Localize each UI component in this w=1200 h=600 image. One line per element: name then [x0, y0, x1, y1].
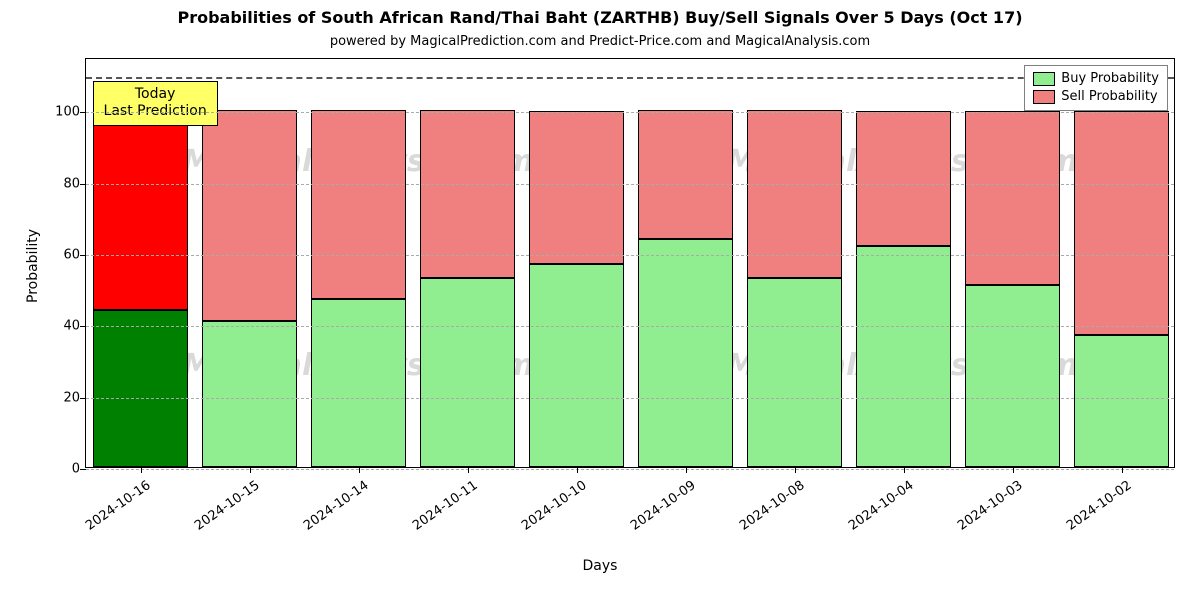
sell-bar: [202, 110, 298, 320]
sell-bar: [1074, 111, 1170, 336]
x-tick-mark: [686, 467, 687, 473]
x-tick-label: 2024-10-02: [1044, 478, 1135, 548]
y-tick-label: 20: [40, 390, 80, 405]
bar-group: [856, 59, 952, 467]
sell-bar: [638, 110, 734, 238]
legend: Buy ProbabilitySell Probability: [1024, 65, 1168, 111]
annotation-line: Today: [104, 86, 207, 104]
y-tick-mark: [80, 326, 86, 327]
x-tick-mark: [359, 467, 360, 473]
sell-bar: [420, 110, 516, 278]
x-tick-label: 2024-10-14: [281, 478, 372, 548]
sell-bar: [856, 111, 952, 246]
bar-group: [529, 59, 625, 467]
x-tick-mark: [250, 467, 251, 473]
x-tick-mark: [795, 467, 796, 473]
buy-bar: [1074, 335, 1170, 467]
x-tick-mark: [141, 467, 142, 473]
y-tick-label: 60: [40, 248, 80, 263]
sell-bar: [311, 110, 407, 299]
y-tick-mark: [80, 112, 86, 113]
bars-container: [86, 59, 1174, 467]
plot-area: MagicalAnalysis.com MagicalAnalysis.com …: [85, 58, 1175, 468]
buy-bar: [529, 264, 625, 467]
sell-bar: [93, 111, 189, 311]
x-tick-label: 2024-10-10: [499, 478, 590, 548]
y-tick-label: 100: [40, 105, 80, 120]
x-tick-label: 2024-10-16: [63, 478, 154, 548]
x-tick-label: 2024-10-15: [172, 478, 263, 548]
x-tick-mark: [904, 467, 905, 473]
legend-label: Sell Probability: [1061, 88, 1157, 106]
bar-group: [747, 59, 843, 467]
y-tick-mark: [80, 255, 86, 256]
x-tick-label: 2024-10-04: [826, 478, 917, 548]
buy-bar: [202, 321, 298, 467]
bar-group: [420, 59, 516, 467]
gridline: [86, 255, 1174, 256]
y-tick-mark: [80, 398, 86, 399]
today-annotation: TodayLast Prediction: [93, 81, 218, 126]
y-tick-label: 80: [40, 176, 80, 191]
y-axis-label: Probability: [25, 229, 41, 303]
y-tick-label: 40: [40, 319, 80, 334]
x-tick-label: 2024-10-03: [935, 478, 1026, 548]
x-tick-mark: [577, 467, 578, 473]
buy-bar: [965, 285, 1061, 467]
gridline: [86, 112, 1174, 113]
legend-item: Buy Probability: [1033, 70, 1159, 88]
bar-group: [311, 59, 407, 467]
buy-bar: [311, 299, 407, 467]
chart-subtitle: powered by MagicalPrediction.com and Pre…: [0, 34, 1200, 49]
buy-bar: [93, 310, 189, 467]
x-tick-label: 2024-10-08: [717, 478, 808, 548]
gridline: [86, 398, 1174, 399]
x-tick-mark: [468, 467, 469, 473]
bar-group: [965, 59, 1061, 467]
legend-swatch: [1033, 90, 1055, 104]
bar-group: [1074, 59, 1170, 467]
x-tick-mark: [1013, 467, 1014, 473]
sell-bar: [965, 111, 1061, 286]
x-axis-label: Days: [0, 558, 1200, 574]
buy-bar: [747, 278, 843, 467]
legend-item: Sell Probability: [1033, 88, 1159, 106]
bar-group: [638, 59, 734, 467]
gridline: [86, 326, 1174, 327]
sell-bar: [529, 111, 625, 264]
buy-bar: [638, 239, 734, 467]
buy-bar: [856, 246, 952, 467]
gridline: [86, 184, 1174, 185]
buy-bar: [420, 278, 516, 467]
x-tick-label: 2024-10-09: [608, 478, 699, 548]
chart-title: Probabilities of South African Rand/Thai…: [0, 8, 1200, 27]
x-tick-mark: [1122, 467, 1123, 473]
y-tick-label: 0: [40, 462, 80, 477]
x-tick-label: 2024-10-11: [390, 478, 481, 548]
legend-label: Buy Probability: [1061, 70, 1159, 88]
y-tick-mark: [80, 184, 86, 185]
sell-bar: [747, 110, 843, 278]
legend-swatch: [1033, 72, 1055, 86]
y-tick-mark: [80, 469, 86, 470]
